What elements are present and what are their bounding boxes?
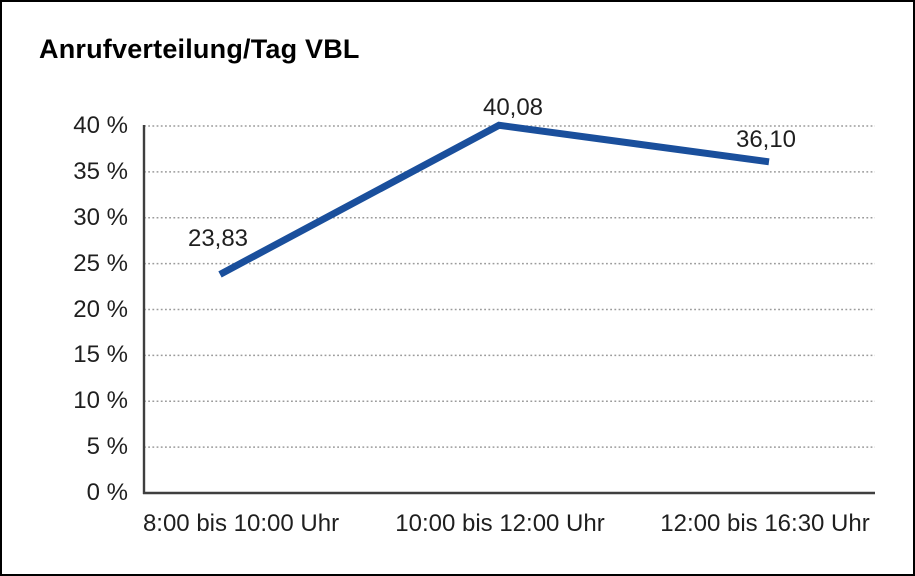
x-category-label: 12:00 bis 16:30 Uhr	[660, 510, 870, 537]
y-tick-label: 5 %	[86, 433, 128, 461]
y-tick-label: 0 %	[86, 479, 128, 506]
data-point-label: 23,83	[187, 225, 249, 252]
y-tick-label: 15 %	[73, 341, 128, 369]
data-point-label: 40,08	[482, 94, 544, 121]
y-tick-label: 40 %	[73, 112, 128, 139]
y-tick-label: 35 %	[73, 157, 128, 185]
x-category-label: 10:00 bis 12:00 Uhr	[395, 510, 605, 537]
y-tick-label: 10 %	[73, 387, 128, 415]
data-line-series	[218, 121, 770, 278]
chart-title: Anrufverteilung/Tag VBL	[39, 34, 360, 64]
y-tick-label: 30 %	[73, 203, 128, 231]
y-tick-label: 25 %	[73, 249, 128, 277]
x-category-label: 8:00 bis 10:00 Uhr	[142, 510, 340, 537]
data-point-label: 36,10	[735, 126, 797, 153]
y-tick-label: 20 %	[73, 295, 128, 323]
